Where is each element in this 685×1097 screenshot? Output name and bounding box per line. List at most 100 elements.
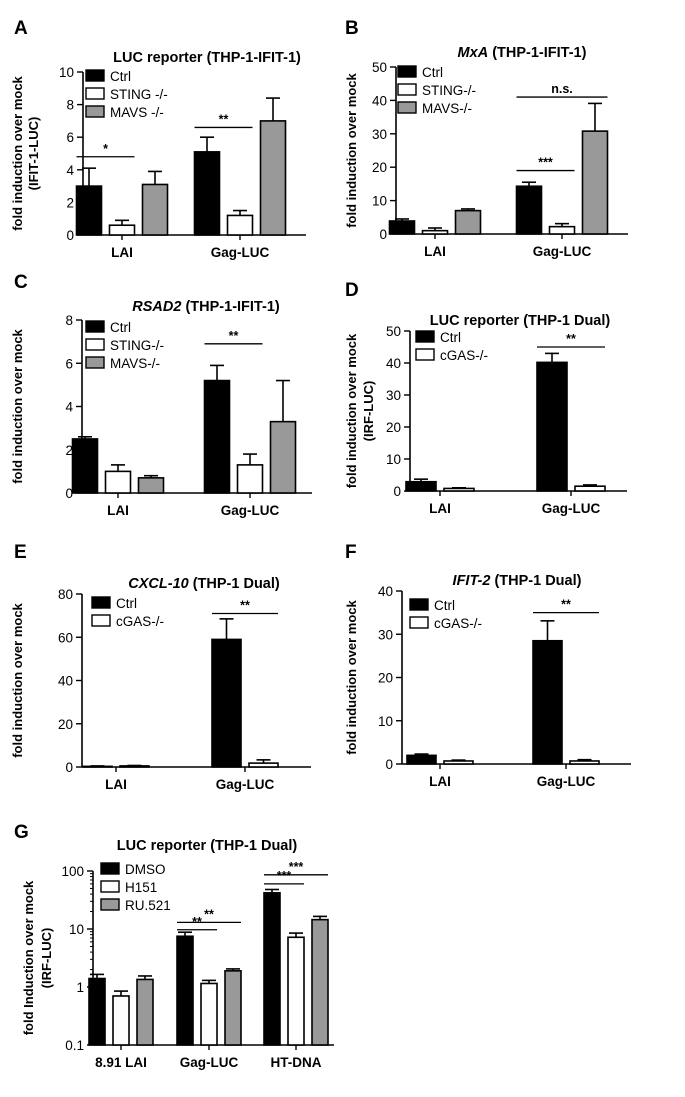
bar <box>226 214 254 236</box>
legend-label: STING-/- <box>422 83 476 98</box>
panel-letter: A <box>14 18 28 39</box>
y-tick-label: 100 <box>61 864 84 879</box>
legend-label: MAVS-/- <box>110 356 160 371</box>
y-tick-label: 10 <box>378 714 393 729</box>
bar <box>454 209 482 235</box>
legend-label: Ctrl <box>116 596 137 611</box>
bar <box>236 464 264 494</box>
x-tick-label: Gag-LUC <box>542 501 601 516</box>
legend-label: H151 <box>125 880 157 895</box>
bar <box>104 470 132 494</box>
legend-label: MAVS-/- <box>422 101 472 116</box>
significance-label: ** <box>561 598 571 612</box>
y-tick-label: 40 <box>386 356 401 371</box>
title-cell-line: (THP-1 Dual) <box>490 573 581 589</box>
bar <box>108 224 136 236</box>
y-axis-label: fold Induction over mock <box>21 880 36 1035</box>
y-tick-label: 8 <box>66 98 74 113</box>
bar <box>443 487 475 492</box>
chart-title: LUC reporter (THP-1-IFIT-1) <box>113 50 301 66</box>
y-tick-label: 10 <box>372 194 387 209</box>
legend-swatch <box>91 614 111 627</box>
bar <box>263 892 281 1046</box>
y-tick-label: 40 <box>372 93 387 108</box>
y-axis-label: fold induction over mock <box>344 72 359 227</box>
x-tick-label: Gag-LUC <box>537 774 596 789</box>
legend-swatch <box>415 348 435 361</box>
legend-label: cGAS-/- <box>434 616 482 631</box>
y-tick-label: 8 <box>65 313 73 328</box>
y-axis-label: fold induction over mock <box>10 328 25 483</box>
chart-title: CXCL-10 (THP-1 Dual) <box>128 576 280 592</box>
significance-label: n.s. <box>551 82 573 96</box>
x-tick-label: Gag-LUC <box>211 245 270 260</box>
panel-E: E CXCL-10 (THP-1 Dual) fold induction over… <box>10 542 311 792</box>
title-gene: RSAD2 <box>132 299 181 315</box>
y-tick-label: 10 <box>59 65 74 80</box>
legend-label: Ctrl <box>422 65 443 80</box>
x-tick-label: Gag-LUC <box>216 777 275 792</box>
bar <box>581 130 609 235</box>
y-tick-label: 60 <box>58 630 73 645</box>
bar <box>421 229 449 235</box>
y-tick-label: 20 <box>386 420 401 435</box>
y-axis-label-unit: (IRF-LUC) <box>39 928 54 989</box>
x-tick-label: LAI <box>429 501 451 516</box>
y-tick-label: 0 <box>65 486 73 501</box>
title-gene: MxA <box>458 45 489 61</box>
significance-label: ** <box>240 598 250 612</box>
x-tick-label: HT-DNA <box>271 1055 322 1070</box>
y-tick-label: 30 <box>372 127 387 142</box>
legend-swatch <box>397 83 417 96</box>
significance-label: *** <box>277 869 292 883</box>
y-axis-label: fold induction over mock <box>344 599 359 754</box>
legend-label: MAVS -/- <box>110 105 164 120</box>
panel-letter: C <box>14 272 28 293</box>
legend-swatch <box>409 616 429 629</box>
bar <box>137 477 165 494</box>
panel-C: C RSAD2 (THP-1-IFIT-1) fold induction over… <box>10 272 312 518</box>
bar <box>569 760 600 765</box>
y-tick-label: 40 <box>58 674 73 689</box>
y-tick-label: 1 <box>76 980 84 995</box>
bar <box>443 760 474 765</box>
chart-title: MxA (THP-1-IFIT-1) <box>458 45 587 61</box>
x-tick-label: LAI <box>107 503 129 518</box>
y-tick-label: 0 <box>393 484 401 499</box>
legend-swatch <box>85 356 105 369</box>
panel-A: A LUC reporter (THP-1-IFIT-1) fold inducti… <box>10 18 306 260</box>
x-tick-label: 8.91 LAI <box>95 1055 147 1070</box>
chart-title: LUC reporter (THP-1 Dual) <box>430 313 611 329</box>
legend-label: STING -/- <box>110 87 168 102</box>
bar <box>112 995 130 1046</box>
bar <box>248 762 279 768</box>
legend-label: DMSO <box>125 862 166 877</box>
legend-swatch <box>100 898 120 911</box>
chart-title: LUC reporter (THP-1 Dual) <box>117 838 298 854</box>
y-tick-label: 2 <box>65 443 73 458</box>
significance-label: ** <box>566 332 576 346</box>
y-tick-label: 4 <box>65 400 73 415</box>
bar <box>224 970 242 1046</box>
y-axis-label: fold induction over mock <box>10 602 25 757</box>
legend-label: RU.521 <box>125 898 171 913</box>
legend-label: Ctrl <box>440 330 461 345</box>
bar <box>176 935 194 1046</box>
legend-swatch <box>415 330 435 343</box>
y-tick-label: 2 <box>66 195 74 210</box>
y-tick-label: 0 <box>379 227 387 242</box>
legend-swatch <box>85 105 105 118</box>
legend-label: Ctrl <box>110 69 131 84</box>
legend-label: STING-/- <box>110 338 164 353</box>
bar <box>211 638 242 768</box>
legend-label: cGAS-/- <box>116 614 164 629</box>
y-axis-label-unit: (IRF-LUC) <box>361 381 376 442</box>
title-cell-line: (THP-1-IFIT-1) <box>488 45 586 61</box>
y-tick-label: 50 <box>386 324 401 339</box>
y-tick-label: 30 <box>378 627 393 642</box>
panel-G: G LUC reporter (THP-1 Dual) fold Induction… <box>14 822 334 1070</box>
y-axis-label-unit: (IFIT-1-LUC) <box>26 117 41 191</box>
x-tick-label: LAI <box>424 244 446 259</box>
bar <box>200 982 218 1046</box>
y-tick-label: 4 <box>66 163 74 178</box>
